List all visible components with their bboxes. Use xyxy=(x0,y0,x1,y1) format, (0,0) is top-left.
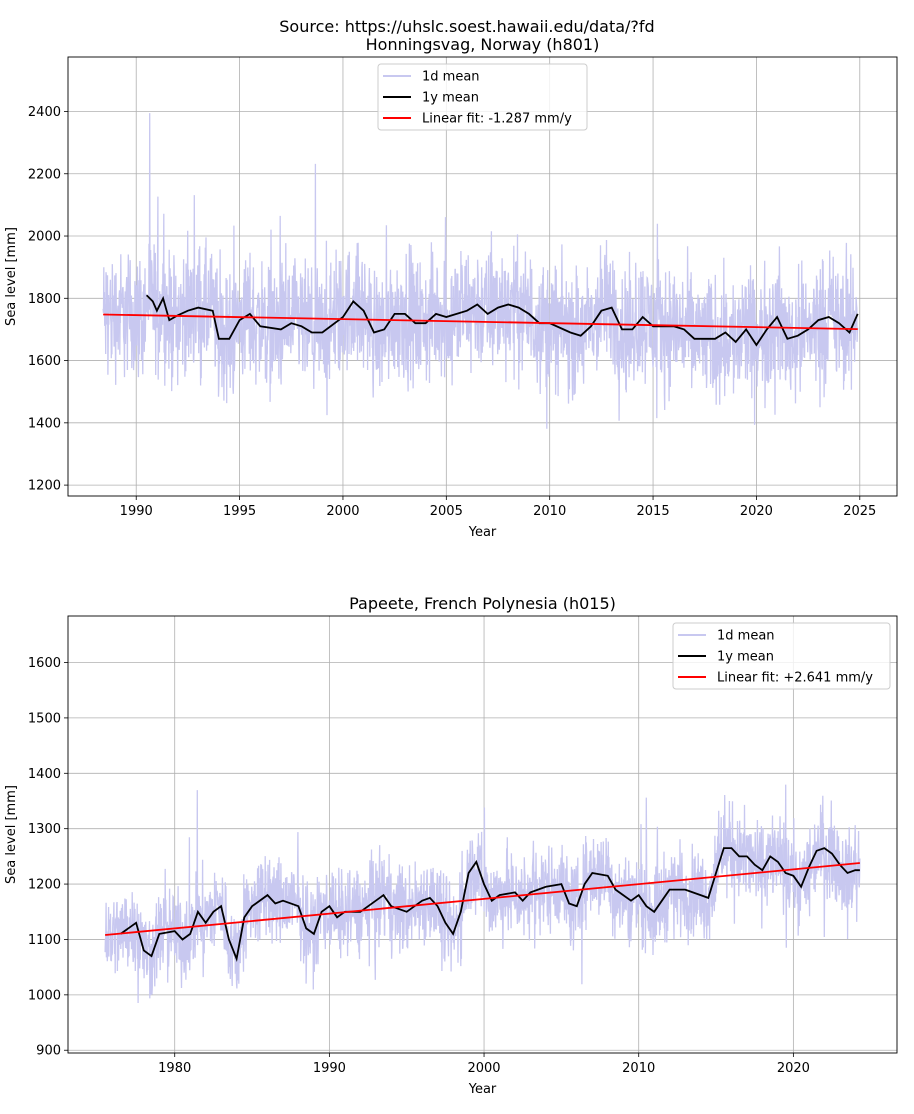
y-axis-label: Sea level [mm] xyxy=(4,785,19,884)
series-1y-mean xyxy=(120,847,860,963)
y-tick-label: 1200 xyxy=(28,878,61,893)
chart-title: Honningsvag, Norway (h801) xyxy=(366,35,600,54)
chart-papeete: Papeete, French Polynesia (h015) 1980 1990… xyxy=(4,594,898,1097)
y-tick-label: 1600 xyxy=(28,354,61,369)
x-tick-label: 1990 xyxy=(120,504,153,519)
legend-box xyxy=(377,63,588,131)
plot-frame xyxy=(67,615,898,1054)
y-tick-label: 1400 xyxy=(28,416,61,431)
legend-label: 1y mean xyxy=(422,91,479,106)
legend-label: Linear fit: -1.287 mm/y xyxy=(422,112,572,127)
legend: 1d mean 1y mean Linear fit: -1.287 mm/y xyxy=(377,63,588,131)
y-tick-label: 900 xyxy=(36,1044,61,1059)
x-tick-label: 1980 xyxy=(158,1061,191,1076)
y-tick-label: 2400 xyxy=(28,105,61,120)
y-tick-label: 1800 xyxy=(28,292,61,307)
y-tick-label: 2200 xyxy=(28,167,61,182)
y-tick-label: 1600 xyxy=(28,656,61,671)
y-tick-label: 1500 xyxy=(28,711,61,726)
x-tick-label: 2020 xyxy=(777,1061,810,1076)
y-tick-label: 1100 xyxy=(28,933,61,948)
y-axis-label: Sea level [mm] xyxy=(4,227,19,326)
chart-honningsvag: Honningsvag, Norway (h801) 1990 1995 2000 20… xyxy=(4,35,898,540)
legend-label: 1d mean xyxy=(717,629,775,644)
series-1d-mean xyxy=(104,784,861,1004)
x-axis-label: Year xyxy=(468,1082,497,1097)
x-tick-label: 1995 xyxy=(223,504,256,519)
legend-label: Linear fit: +2.641 mm/y xyxy=(717,671,873,686)
x-tick-label: 1990 xyxy=(313,1061,346,1076)
series-1y-mean xyxy=(145,294,859,347)
x-axis-label: Year xyxy=(468,525,497,540)
series-linear-fit xyxy=(103,313,858,331)
series-linear-fit xyxy=(105,862,860,936)
y-tick-label: 1200 xyxy=(28,479,61,494)
x-tick-label: 2000 xyxy=(326,504,359,519)
y-tick-label: 1400 xyxy=(28,767,61,782)
y-tick-label: 2000 xyxy=(28,230,61,245)
x-tick-label: 2000 xyxy=(467,1061,500,1076)
x-tick-label: 2025 xyxy=(843,504,876,519)
x-tick-label: 2005 xyxy=(430,504,463,519)
y-tick-label: 1300 xyxy=(28,822,61,837)
x-tick-label: 2020 xyxy=(740,504,773,519)
legend-label: 1y mean xyxy=(717,650,774,665)
x-tick-label: 2010 xyxy=(533,504,566,519)
legend-label: 1d mean xyxy=(422,70,480,85)
x-tick-label: 2015 xyxy=(637,504,670,519)
x-tick-label: 2010 xyxy=(622,1061,655,1076)
chart-title: Papeete, French Polynesia (h015) xyxy=(349,594,616,613)
plot-frame xyxy=(67,56,898,497)
legend-box xyxy=(672,622,891,690)
legend: 1d mean 1y mean Linear fit: +2.641 mm/y xyxy=(672,622,891,690)
source-title: Source: https://uhslc.soest.hawaii.edu/d… xyxy=(279,17,654,36)
y-tick-label: 1000 xyxy=(28,988,61,1003)
series-1d-mean xyxy=(102,113,859,429)
